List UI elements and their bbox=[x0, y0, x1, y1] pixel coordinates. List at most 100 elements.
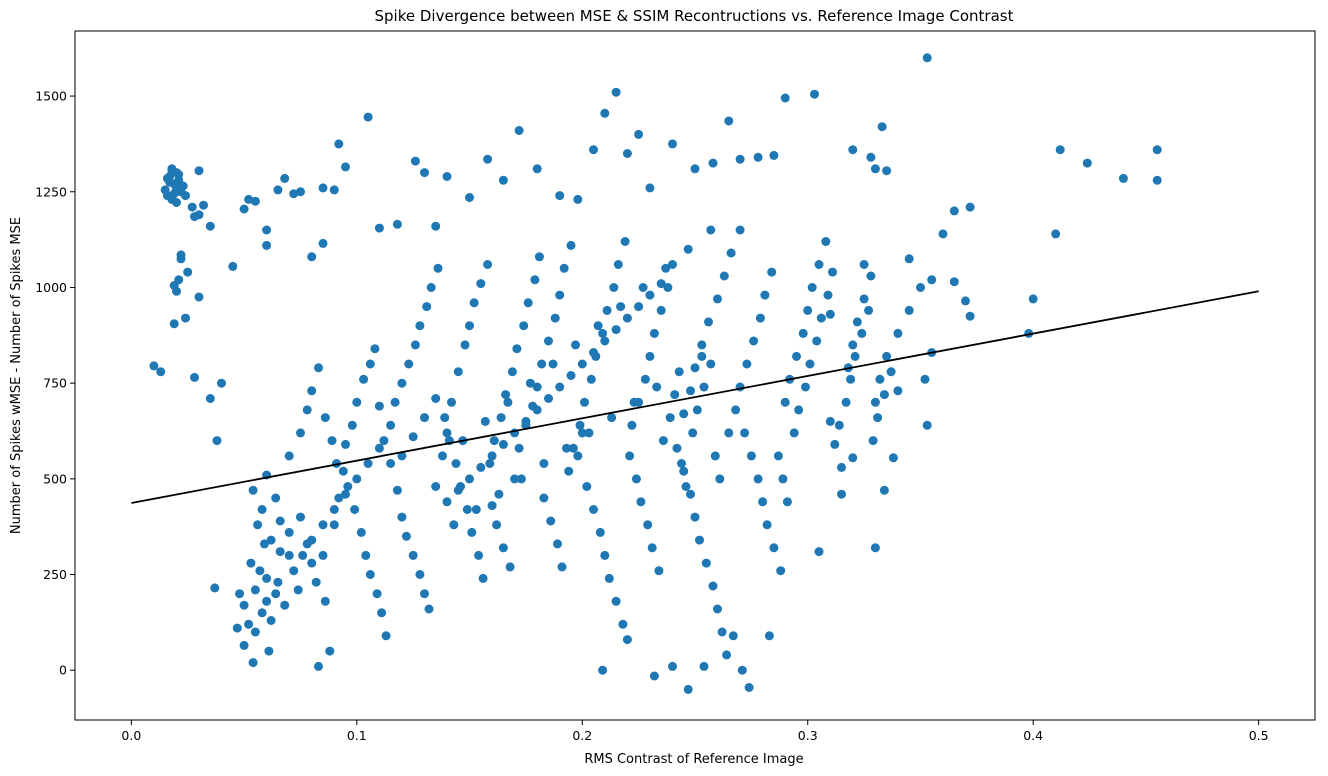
data-point bbox=[386, 459, 396, 468]
data-point bbox=[821, 237, 831, 246]
data-point bbox=[814, 260, 824, 269]
data-point bbox=[205, 394, 215, 403]
data-point bbox=[248, 658, 258, 668]
data-point bbox=[746, 451, 756, 461]
data-point bbox=[807, 283, 817, 292]
data-point bbox=[169, 189, 179, 199]
data-point bbox=[469, 298, 479, 308]
data-point bbox=[471, 505, 481, 514]
data-point bbox=[710, 451, 720, 461]
data-point bbox=[415, 321, 425, 331]
data-point bbox=[449, 520, 459, 530]
data-point bbox=[604, 573, 614, 583]
data-point bbox=[262, 225, 272, 235]
y-tick-label: 1500 bbox=[35, 89, 67, 104]
data-point bbox=[194, 292, 204, 302]
data-point bbox=[253, 520, 263, 530]
data-point bbox=[250, 196, 260, 206]
data-point bbox=[239, 640, 249, 650]
data-point bbox=[825, 416, 835, 426]
data-point bbox=[609, 283, 619, 292]
data-point bbox=[228, 261, 238, 271]
data-point bbox=[764, 631, 774, 641]
data-point bbox=[420, 589, 429, 599]
data-point bbox=[453, 485, 463, 495]
data-point bbox=[834, 420, 844, 430]
data-point bbox=[870, 164, 880, 174]
data-point bbox=[431, 394, 441, 403]
data-point bbox=[577, 428, 587, 438]
data-point bbox=[810, 89, 819, 99]
data-point bbox=[266, 535, 276, 545]
data-point bbox=[830, 439, 840, 449]
data-point bbox=[548, 359, 558, 369]
data-point bbox=[232, 623, 242, 633]
data-point bbox=[374, 223, 384, 233]
data-point bbox=[645, 183, 655, 193]
data-point bbox=[408, 550, 418, 560]
data-point bbox=[250, 627, 260, 637]
data-point bbox=[920, 374, 930, 384]
data-point bbox=[415, 570, 425, 579]
data-point bbox=[706, 359, 716, 369]
data-point bbox=[503, 397, 513, 407]
data-point bbox=[244, 194, 254, 204]
data-point bbox=[507, 367, 517, 377]
data-point bbox=[611, 596, 621, 606]
data-point bbox=[916, 283, 925, 292]
data-point bbox=[645, 351, 655, 361]
data-point bbox=[658, 436, 668, 446]
data-point bbox=[631, 474, 641, 484]
data-point bbox=[210, 583, 220, 593]
data-point bbox=[318, 238, 328, 248]
data-point bbox=[496, 413, 506, 423]
data-point bbox=[643, 520, 653, 530]
data-point bbox=[498, 543, 508, 553]
data-point bbox=[365, 570, 375, 579]
data-point bbox=[602, 305, 612, 315]
data-point bbox=[550, 313, 560, 323]
x-tick-label: 0.0 bbox=[121, 728, 141, 743]
data-point bbox=[879, 485, 889, 495]
data-point bbox=[514, 126, 524, 135]
data-point bbox=[690, 363, 700, 373]
data-point bbox=[474, 550, 484, 560]
data-point bbox=[670, 390, 680, 400]
data-point bbox=[866, 152, 876, 162]
data-point bbox=[611, 87, 621, 97]
data-point bbox=[172, 286, 181, 296]
data-point bbox=[544, 394, 553, 403]
data-point bbox=[571, 340, 580, 350]
data-point bbox=[589, 505, 598, 514]
data-point bbox=[715, 474, 725, 484]
data-point bbox=[453, 367, 463, 377]
data-point bbox=[501, 390, 511, 400]
data-point bbox=[852, 317, 862, 327]
data-point bbox=[544, 336, 553, 346]
data-point bbox=[683, 684, 693, 694]
data-point bbox=[622, 149, 632, 158]
data-point bbox=[239, 600, 249, 610]
data-point bbox=[780, 93, 790, 103]
data-point bbox=[645, 290, 655, 300]
data-point bbox=[577, 359, 587, 369]
data-point bbox=[537, 359, 547, 369]
data-point bbox=[582, 482, 592, 491]
data-point bbox=[462, 505, 472, 514]
data-point bbox=[1028, 294, 1038, 304]
data-point bbox=[568, 443, 578, 453]
data-point bbox=[532, 382, 542, 392]
data-point bbox=[370, 344, 380, 354]
data-point bbox=[620, 237, 630, 246]
data-point bbox=[755, 313, 765, 323]
data-point bbox=[1055, 145, 1065, 155]
data-point bbox=[692, 405, 702, 415]
data-point bbox=[562, 443, 571, 453]
data-point bbox=[837, 489, 846, 499]
data-point bbox=[363, 459, 373, 468]
data-point bbox=[302, 405, 312, 415]
y-tick-label: 500 bbox=[43, 471, 67, 486]
data-point bbox=[573, 451, 583, 461]
data-point bbox=[848, 145, 858, 155]
